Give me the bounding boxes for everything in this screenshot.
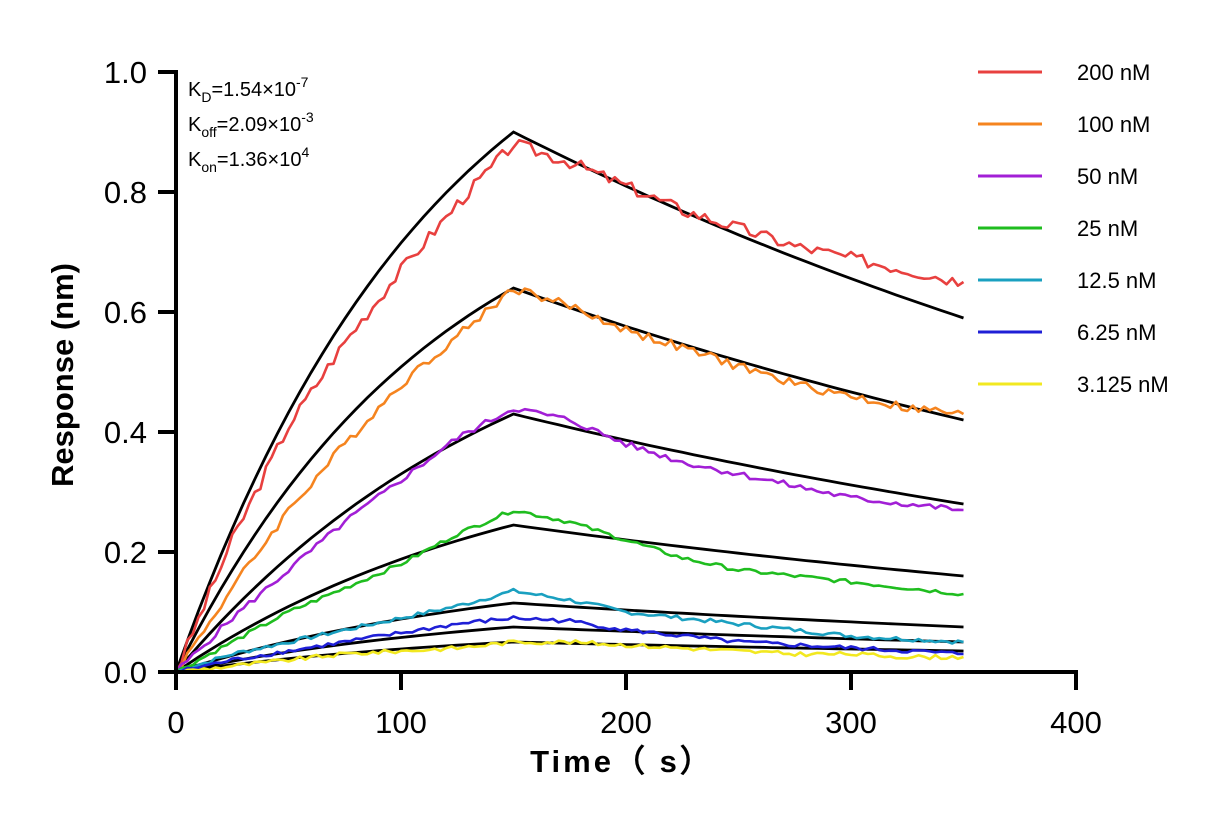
kon-annotation: Kon=1.36×104 xyxy=(188,144,309,175)
koff-sub: off xyxy=(201,124,216,140)
fit-line-100-nm xyxy=(174,286,964,673)
legend-label: 100 nM xyxy=(1077,112,1150,137)
kon-sub: on xyxy=(201,159,217,175)
legend-label: 3.125 nM xyxy=(1077,372,1169,397)
y-tick-label: 0.8 xyxy=(104,175,147,210)
x-ticks-layer: 0 100 200 300 400 xyxy=(167,672,1102,740)
legend-label: 25 nM xyxy=(1077,216,1138,241)
koff-sup: -3 xyxy=(301,109,314,125)
kinetic-constants-annotation: KD=1.54×10-7 Koff=2.09×10-3 Kon=1.36×104 xyxy=(188,74,314,175)
series-line-12-5-nm xyxy=(175,587,964,674)
legend-label: 6.25 nM xyxy=(1077,320,1157,345)
x-tick-label: 200 xyxy=(600,705,652,740)
y-axis-title: Response (nm) xyxy=(45,263,80,487)
legend-label: 50 nM xyxy=(1077,164,1138,189)
x-axis-title: Time（ s） xyxy=(530,744,714,779)
series-line-6-25-nm xyxy=(175,615,964,674)
x-tick-label: 100 xyxy=(375,705,427,740)
kd-sup: -7 xyxy=(296,74,309,90)
series-line-100-nm xyxy=(175,287,965,674)
series-line-3-125-nm xyxy=(175,639,964,674)
axes-layer xyxy=(174,70,1078,674)
kd-annotation: KD=1.54×10-7 xyxy=(188,74,309,105)
fit-line-200-nm xyxy=(174,130,964,673)
kon-base: K xyxy=(188,149,202,171)
x-tick-label: 0 xyxy=(167,705,184,740)
fit-curves-layer xyxy=(174,130,964,674)
kd-base: K xyxy=(188,79,202,101)
y-ticks-layer: 0.0 0.2 0.4 0.6 0.8 1.0 xyxy=(104,55,176,690)
fit-line-50-nm xyxy=(174,412,964,673)
x-tick-label: 400 xyxy=(1050,705,1102,740)
y-tick-label: 0.0 xyxy=(104,655,147,690)
x-tick-label: 300 xyxy=(825,705,877,740)
kon-value: =1.36×10 xyxy=(217,149,302,171)
y-tick-label: 0.4 xyxy=(104,415,147,450)
measured-curves-layer xyxy=(174,139,965,674)
fit-line-3-125-nm xyxy=(175,640,964,674)
y-tick-label: 0.2 xyxy=(104,535,147,570)
series-line-25-nm xyxy=(175,510,964,674)
koff-base: K xyxy=(188,114,202,136)
legend-label: 12.5 nM xyxy=(1077,268,1157,293)
kd-value: =1.54×10 xyxy=(211,79,296,101)
legend-label: 200 nM xyxy=(1077,60,1150,85)
y-tick-label: 1.0 xyxy=(104,55,147,90)
series-line-50-nm xyxy=(174,407,964,673)
koff-annotation: Koff=2.09×10-3 xyxy=(188,109,314,140)
series-line-200-nm xyxy=(174,139,965,673)
legend: 200 nM 100 nM 50 nM 25 nM 12.5 nM 6.25 nM 3.12… xyxy=(978,60,1169,397)
kd-sub: D xyxy=(201,89,211,105)
kon-sup: 4 xyxy=(301,144,309,160)
fit-line-25-nm xyxy=(175,523,964,674)
koff-value: =2.09×10 xyxy=(217,114,302,136)
y-tick-label: 0.6 xyxy=(104,295,147,330)
